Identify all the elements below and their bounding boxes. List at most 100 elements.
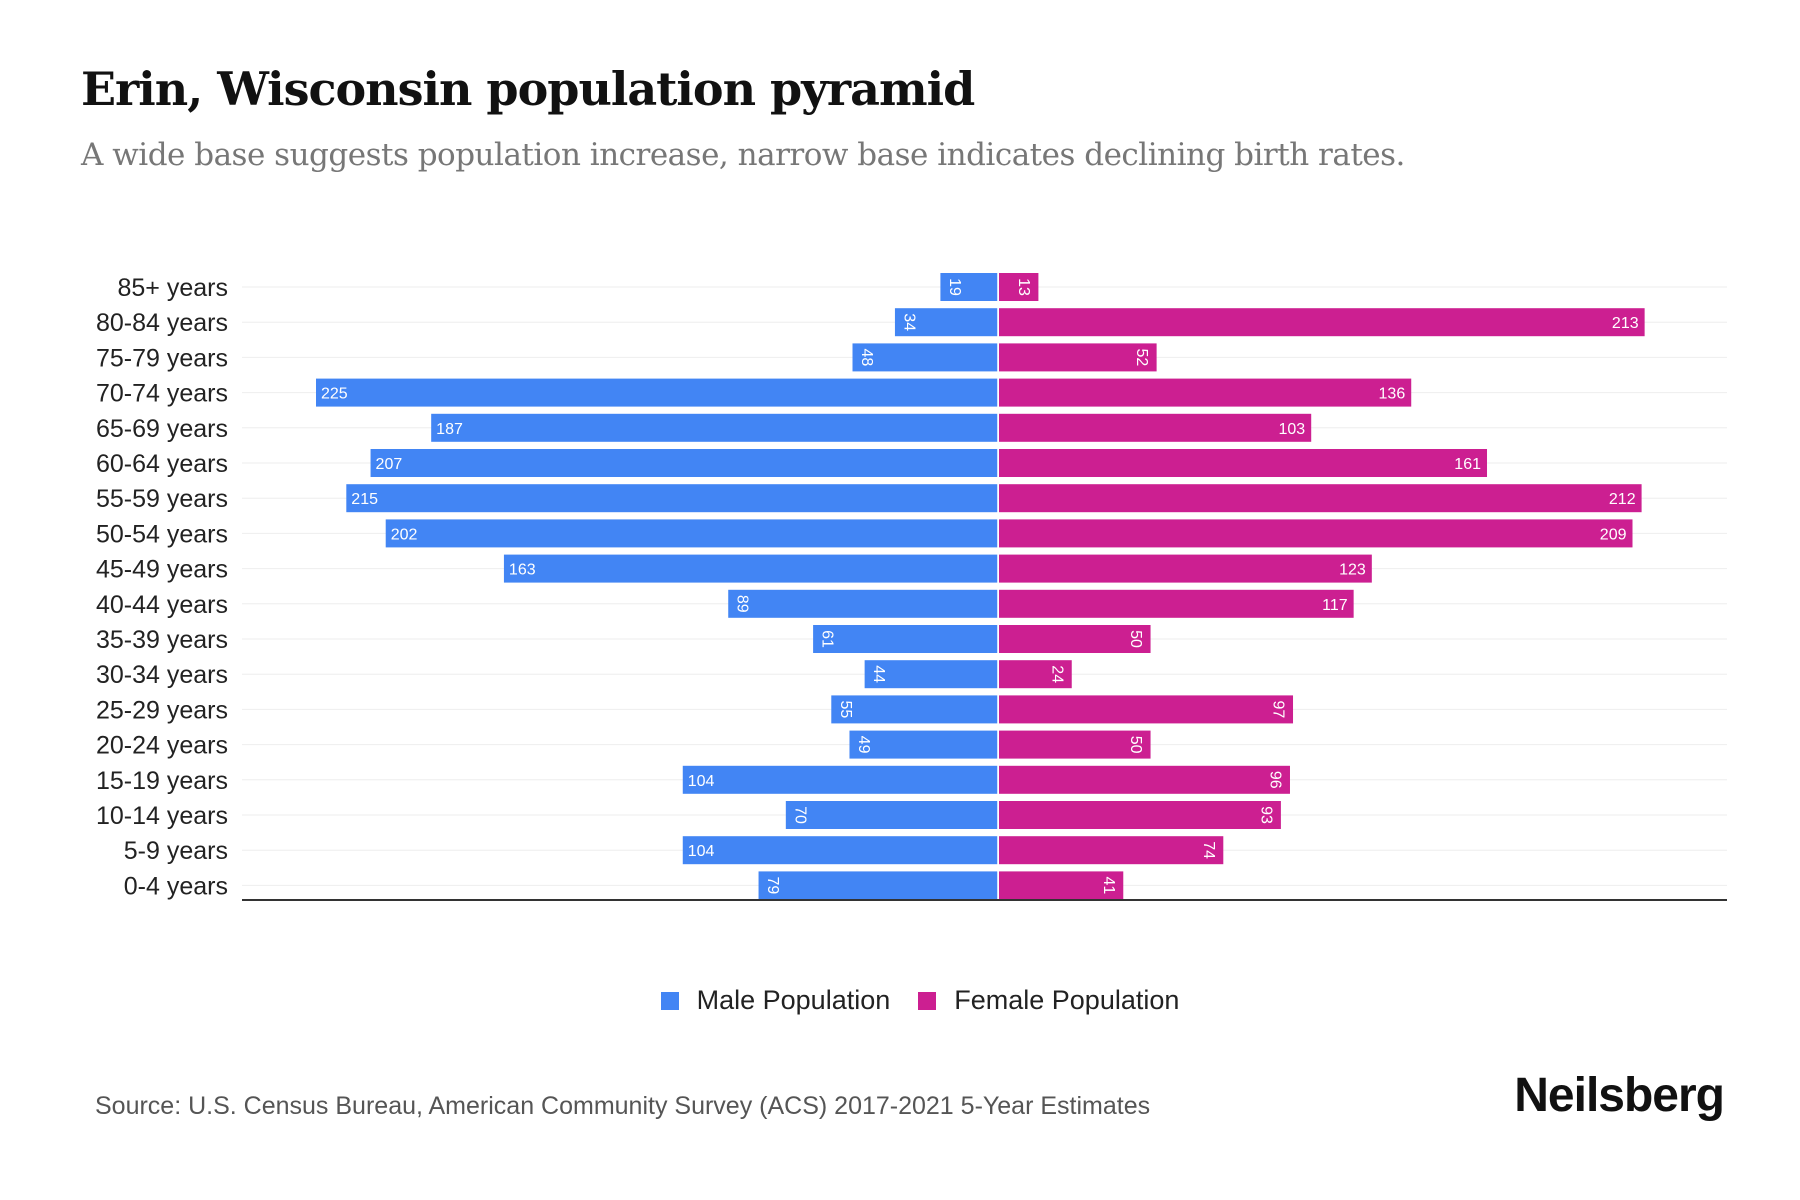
data-label: 225 (321, 386, 348, 403)
data-label: 93 (1257, 806, 1274, 824)
y-tick-label: 10-14 years (96, 802, 228, 830)
data-label: 213 (1612, 315, 1639, 332)
y-tick-label: 55-59 years (96, 485, 228, 513)
bar-male (728, 589, 998, 618)
y-tick-label: 20-24 years (96, 732, 228, 760)
data-label: 163 (509, 562, 536, 579)
bar-male (864, 660, 998, 689)
legend-swatch-male (660, 991, 679, 1010)
bar-female (999, 449, 1488, 477)
data-label: 136 (1379, 386, 1406, 403)
data-label: 104 (688, 843, 715, 860)
bar-female (999, 836, 1224, 865)
bar-female (999, 730, 1151, 759)
legend: Male Population Female Population (0, 985, 1800, 1016)
data-label: 55 (837, 701, 854, 719)
data-label: 207 (376, 456, 403, 473)
bar-female (999, 378, 1412, 407)
bar-female (999, 343, 1157, 372)
data-label: 41 (1100, 877, 1117, 895)
bar-male (385, 519, 998, 548)
data-label: 212 (1609, 491, 1636, 508)
data-label: 74 (1200, 841, 1217, 859)
bar-female (999, 765, 1290, 794)
data-label: 52 (1133, 349, 1150, 367)
data-label: 44 (870, 665, 887, 683)
bar-male (831, 695, 998, 724)
data-label: 161 (1454, 456, 1481, 473)
data-label: 104 (688, 773, 715, 790)
bar-male (503, 554, 998, 583)
y-tick-label: 70-74 years (96, 380, 228, 408)
data-label: 13 (1015, 278, 1032, 296)
data-label: 19 (946, 278, 963, 296)
data-label: 117 (1322, 597, 1348, 614)
data-label: 103 (1279, 421, 1306, 438)
y-tick-label: 5-9 years (124, 837, 228, 865)
data-label: 48 (858, 349, 875, 367)
bar-female (999, 484, 1642, 513)
chart-subtitle: A wide base suggests population increase… (81, 137, 1405, 173)
chart-title: Erin, Wisconsin population pyramid (81, 62, 975, 116)
bar-male (682, 836, 998, 865)
data-label: 24 (1048, 665, 1065, 683)
bar-male (431, 413, 998, 442)
y-tick-label: 0-4 years (124, 872, 228, 900)
bar-male (346, 484, 998, 513)
bar-male (785, 801, 998, 829)
data-label: 70 (791, 806, 808, 824)
bar-female (999, 308, 1645, 337)
bar-female (999, 871, 1124, 900)
data-label: 79 (764, 877, 781, 895)
legend-item-male[interactable]: Male Population (660, 985, 891, 1016)
bar-female (999, 625, 1151, 653)
bar-female (999, 554, 1372, 583)
y-tick-label: 40-44 years (96, 591, 228, 619)
data-label: 34 (900, 313, 917, 331)
legend-item-female[interactable]: Female Population (918, 985, 1179, 1016)
bar-female (999, 801, 1281, 829)
bar-male (852, 343, 998, 372)
bar-male (940, 273, 998, 301)
y-tick-label: 75-79 years (96, 344, 228, 372)
y-tick-label: 15-19 years (96, 767, 228, 795)
legend-label-male: Male Population (696, 985, 891, 1015)
neilsberg-logo: Neilsberg (1514, 1069, 1725, 1122)
data-label: 89 (734, 595, 751, 613)
y-tick-label: 45-49 years (96, 556, 228, 584)
bar-male (894, 308, 998, 337)
data-label: 209 (1600, 526, 1627, 543)
data-label: 123 (1339, 562, 1366, 579)
bar-female (999, 660, 1072, 689)
data-label: 215 (351, 491, 378, 508)
y-tick-label: 85+ years (118, 274, 229, 302)
y-tick-label: 50-54 years (96, 520, 228, 548)
bar-male (849, 730, 998, 759)
bar-female (999, 695, 1294, 724)
bar-male (370, 449, 998, 477)
y-tick-label: 65-69 years (96, 415, 228, 443)
y-tick-label: 60-64 years (96, 450, 228, 478)
bar-female (999, 273, 1039, 301)
bar-female (999, 519, 1633, 548)
data-label: 202 (391, 526, 418, 543)
data-label: 96 (1266, 771, 1283, 789)
bar-male (316, 378, 998, 407)
y-tick-label: 25-29 years (96, 696, 228, 724)
y-tick-label: 30-34 years (96, 661, 228, 689)
data-label: 97 (1270, 701, 1287, 719)
source-note: Source: U.S. Census Bureau, American Com… (95, 1092, 1151, 1120)
bar-female (999, 413, 1312, 442)
data-label: 49 (855, 736, 872, 754)
data-label: 187 (436, 421, 463, 438)
data-label: 61 (819, 630, 836, 648)
bar-female (999, 589, 1354, 618)
data-label: 50 (1127, 736, 1144, 754)
bar-male (758, 871, 998, 900)
legend-swatch-female (918, 991, 937, 1010)
y-tick-label: 35-39 years (96, 626, 228, 654)
data-label: 50 (1127, 630, 1144, 648)
bar-male (813, 625, 998, 653)
legend-label-female: Female Population (954, 985, 1180, 1015)
